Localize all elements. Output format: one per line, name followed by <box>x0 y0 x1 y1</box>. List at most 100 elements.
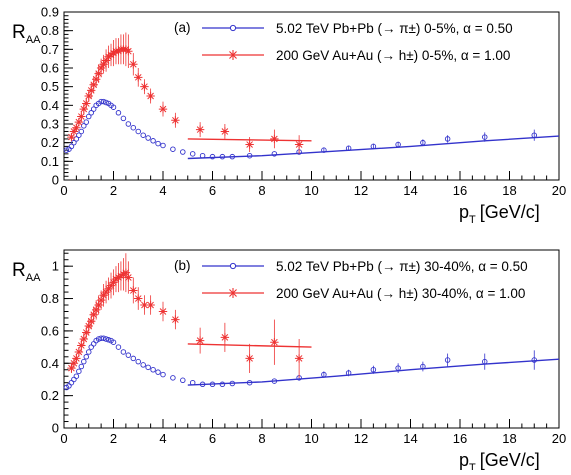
data-point <box>100 98 107 105</box>
x-tick-label: 10 <box>304 183 318 198</box>
series-auau <box>67 32 312 154</box>
data-point <box>189 151 196 157</box>
x-tick-label: 14 <box>403 183 417 198</box>
x-tick-label: 14 <box>403 431 417 446</box>
legend-entry: 5.02 TeV Pb+Pb (→ π±) 0-5%, α = 0.50 <box>276 21 513 36</box>
data-point <box>170 146 176 152</box>
data-point <box>146 91 155 101</box>
data-point <box>72 123 81 132</box>
data-point <box>140 300 149 310</box>
data-point <box>78 363 85 370</box>
y-tick-label: 0 <box>52 173 59 188</box>
data-point <box>77 341 86 350</box>
x-tick-label: 4 <box>159 183 166 198</box>
data-point <box>98 98 104 105</box>
x-tick-label: 2 <box>110 183 117 198</box>
data-point <box>345 370 352 376</box>
data-point <box>72 354 81 363</box>
x-axis-label: pT [GeV/c] <box>459 450 540 470</box>
y-tick-label: 0.3 <box>41 117 59 132</box>
data-point <box>135 128 141 135</box>
data-point <box>420 139 426 146</box>
y-tick-label: 0.6 <box>41 61 59 76</box>
y-axis-label-sub: AA <box>26 34 41 46</box>
legend: 5.02 TeV Pb+Pb (→ π±) 0-5%, α = 0.50 200 … <box>202 21 513 63</box>
data-point <box>370 366 377 373</box>
data-point <box>171 116 180 125</box>
x-tick-label: 16 <box>453 431 467 446</box>
data-point <box>140 82 149 91</box>
data-point <box>189 379 196 386</box>
data-point <box>125 352 132 358</box>
data-point <box>219 153 226 160</box>
y-axis-label: RAA <box>12 22 41 46</box>
data-point <box>105 337 112 343</box>
y-tick-label: 0.6 <box>41 323 59 338</box>
data-point <box>77 112 86 121</box>
x-tick-label: 6 <box>209 183 216 198</box>
data-point <box>245 354 254 363</box>
legend-entry: 200 GeV Au+Au (→ h±) 30-40%, α = 1.00 <box>276 286 525 301</box>
x-tick-label: 2 <box>110 431 117 446</box>
data-point <box>270 134 279 144</box>
data-point <box>229 153 236 160</box>
data-point <box>85 349 92 355</box>
data-point <box>120 115 127 122</box>
y-tick-label: 0.9 <box>41 5 59 20</box>
x-tick-label: 18 <box>502 431 516 446</box>
data-point <box>94 69 103 78</box>
data-point <box>88 110 94 116</box>
data-point <box>220 333 230 342</box>
panel-a: 0 2 4 6 8 10 12 14 16 18 2000.10.20.30.40.50.60.70… <box>12 5 566 227</box>
data-point <box>270 338 279 347</box>
y-tick-label: 1 <box>52 259 59 274</box>
data-point <box>140 132 146 138</box>
data-point <box>209 153 216 160</box>
data-point <box>76 368 82 375</box>
data-point <box>120 349 127 355</box>
data-point <box>229 380 236 387</box>
data-point <box>74 347 84 357</box>
data-point <box>395 141 401 148</box>
y-tick-label: 0.4 <box>41 98 59 113</box>
y-tick-label: 0.2 <box>41 388 59 403</box>
data-point <box>220 127 230 136</box>
data-point <box>294 354 304 363</box>
data-point <box>84 91 93 101</box>
data-point <box>195 125 205 134</box>
data-point <box>76 132 82 138</box>
data-point <box>482 134 488 140</box>
data-point <box>370 143 377 150</box>
x-tick-label: 12 <box>354 183 368 198</box>
data-point <box>271 378 278 384</box>
panel-label: (a) <box>174 20 191 35</box>
data-point <box>145 364 151 371</box>
x-axis-label-sub: T <box>469 462 476 470</box>
data-point <box>119 270 128 279</box>
x-axis-label-main: p <box>459 450 469 470</box>
data-point <box>96 63 106 73</box>
x-tick-label: 0 <box>60 431 67 446</box>
plot-frame <box>63 249 560 429</box>
data-point <box>246 379 253 386</box>
data-point <box>82 328 91 337</box>
data-point <box>246 152 253 159</box>
data-point <box>160 371 166 378</box>
legend-marker <box>228 50 238 60</box>
data-point <box>81 123 87 129</box>
data-point <box>90 341 97 347</box>
data-point <box>85 113 92 120</box>
data-point <box>84 321 93 331</box>
data-point <box>121 268 131 277</box>
data-point <box>91 305 101 315</box>
data-point <box>180 377 186 384</box>
data-point <box>115 110 122 116</box>
data-point <box>73 373 80 379</box>
data-point <box>100 335 107 341</box>
data-point <box>87 86 96 95</box>
data-point <box>115 344 122 350</box>
data-point <box>345 145 352 152</box>
data-point <box>321 371 327 378</box>
